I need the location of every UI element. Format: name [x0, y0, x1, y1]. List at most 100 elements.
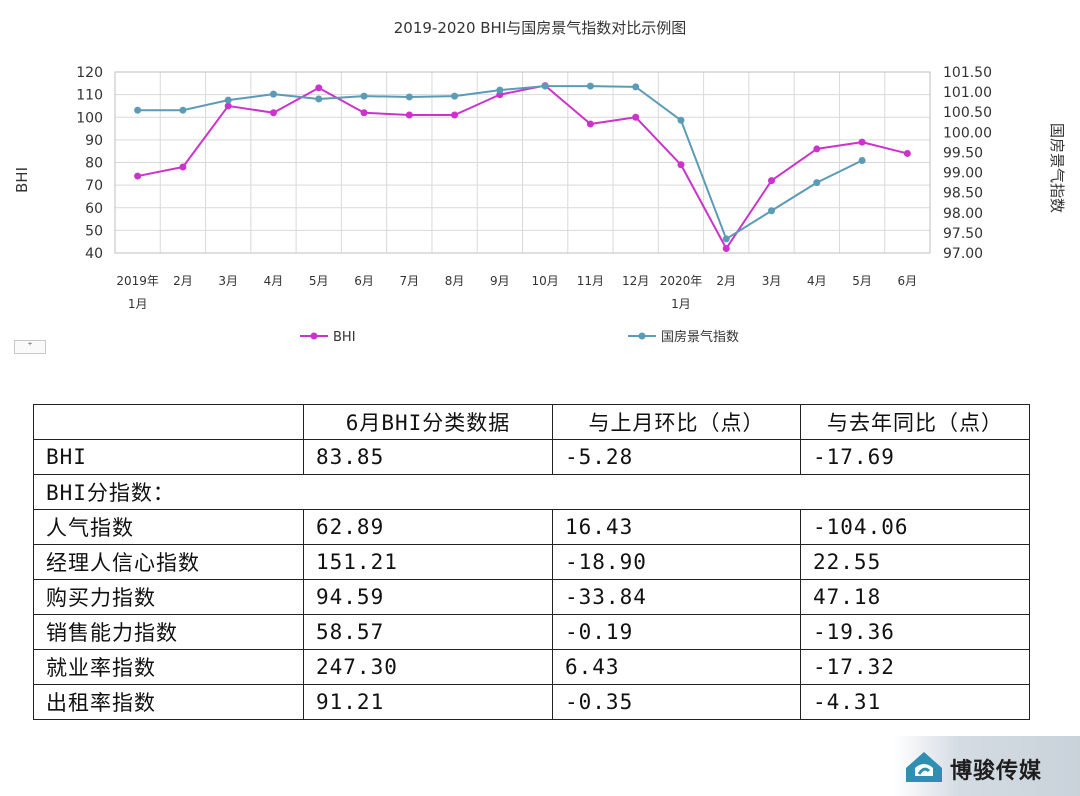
row-label: 出租率指数 — [33, 684, 304, 720]
data-point-bhi — [858, 138, 866, 146]
x-tick-line: 1月 — [128, 297, 148, 311]
x-tick-line: 5月 — [309, 274, 329, 288]
x-tick-line: 8月 — [445, 274, 465, 288]
x-tick-label: 2月 — [173, 274, 193, 288]
table-header-cell: 6月BHI分类数据 — [303, 404, 553, 440]
row-mom: -0.19 — [552, 614, 801, 650]
series-line-bhi — [137, 84, 908, 250]
data-point-bhi — [269, 109, 277, 117]
legend-bhi-marker — [310, 332, 318, 340]
data-point-guofang — [315, 95, 323, 103]
data-point-guofang — [813, 179, 821, 187]
x-tick-line: 2020年 — [660, 274, 703, 288]
section-label: BHI分指数： — [33, 474, 1030, 510]
data-point-guofang — [586, 82, 594, 90]
data-point-guofang — [541, 82, 549, 90]
row-value: 247.30 — [303, 649, 553, 685]
y-tick-label: 80 — [85, 156, 103, 172]
brand-logo-icon — [906, 752, 942, 782]
data-point-bhi — [179, 163, 187, 171]
x-tick-label: 2020年 1月 — [660, 274, 703, 311]
watermark-text: 博骏传媒 — [950, 759, 1043, 784]
row-value: 94.59 — [303, 579, 553, 615]
data-point-bhi — [224, 102, 232, 110]
data-point-guofang — [405, 93, 413, 101]
y2-tick-label: 97.00 — [943, 246, 983, 262]
row-value: 58.57 — [303, 614, 553, 650]
table-header-cell: 与去年同比（点） — [800, 404, 1030, 440]
chart-title: 2019-2020 BHI与国房景气指数对比示例图 — [394, 19, 687, 37]
left-axis-label: BHI — [13, 167, 31, 193]
y2-tick-label: 97.50 — [943, 226, 983, 242]
data-point-guofang — [722, 235, 730, 243]
row-yoy: -17.69 — [800, 439, 1030, 475]
table-row: 销售能力指数 58.57 -0.19 -19.36 — [33, 614, 1030, 650]
row-mom: -5.28 — [552, 439, 801, 475]
row-yoy: 22.55 — [800, 544, 1030, 580]
y-tick-label: 110 — [76, 88, 103, 104]
row-value: 83.85 — [303, 439, 553, 475]
data-point-bhi — [677, 161, 685, 169]
plot-area-frame — [114, 71, 931, 254]
x-tick-label: 9月 — [490, 274, 510, 288]
x-tick-line: 6月 — [898, 274, 918, 288]
data-point-bhi — [360, 109, 368, 117]
x-tick-label: 3月 — [762, 274, 782, 288]
chart-expand-button[interactable]: ⁺ — [14, 340, 46, 354]
data-point-guofang — [677, 116, 685, 124]
data-point-guofang — [496, 86, 504, 94]
y2-tick-label: 100.00 — [943, 125, 992, 141]
left-axis-ticks: 40 50 60 70 80 90 100 110 120 — [76, 65, 103, 262]
y-tick-label: 100 — [76, 110, 103, 126]
x-tick-label: 4月 — [264, 274, 284, 288]
row-label: 人气指数 — [33, 509, 304, 545]
row-value: 151.21 — [303, 544, 553, 580]
table-header-row: 6月BHI分类数据 与上月环比（点） 与去年同比（点） — [33, 404, 1030, 440]
y2-tick-label: 101.00 — [943, 85, 992, 101]
row-label: 经理人信心指数 — [33, 544, 304, 580]
legend-bhi-label: BHI — [333, 330, 356, 345]
y-tick-label: 70 — [85, 178, 103, 194]
row-mom: -0.35 — [552, 684, 801, 720]
table-row: 就业率指数 247.30 6.43 -17.32 — [33, 649, 1030, 685]
x-tick-line: 4月 — [807, 274, 827, 288]
y-tick-label: 60 — [85, 201, 103, 217]
x-tick-label: 8月 — [445, 274, 465, 288]
x-tick-line: 7月 — [399, 274, 419, 288]
table-row: 出租率指数 91.21 -0.35 -4.31 — [33, 684, 1030, 720]
row-value: 91.21 — [303, 684, 553, 720]
data-point-guofang — [858, 156, 866, 164]
data-point-guofang — [179, 106, 187, 114]
data-point-guofang — [768, 207, 776, 215]
y2-tick-label: 98.50 — [943, 186, 983, 202]
x-tick-line: 2月 — [716, 274, 736, 288]
data-point-bhi — [405, 111, 413, 119]
table-header-cell: 与上月环比（点） — [552, 404, 801, 440]
x-tick-label: 11月 — [577, 274, 604, 288]
legend-guofang-marker — [638, 332, 646, 340]
row-mom: -33.84 — [552, 579, 801, 615]
table-row: 人气指数 62.89 16.43 -104.06 — [33, 509, 1030, 545]
table-row: 经理人信心指数 151.21 -18.90 22.55 — [33, 544, 1030, 580]
x-tick-line: 5月 — [852, 274, 872, 288]
data-point-bhi — [813, 145, 821, 153]
y-tick-label: 40 — [85, 246, 103, 262]
y2-tick-label: 99.00 — [943, 166, 983, 182]
x-tick-label: 5月 — [852, 274, 872, 288]
y-tick-label: 50 — [85, 223, 103, 239]
x-tick-label: 10月 — [531, 274, 558, 288]
x-tick-line: 9月 — [490, 274, 510, 288]
row-label: 购买力指数 — [33, 579, 304, 615]
row-mom: 6.43 — [552, 649, 801, 685]
y2-tick-label: 99.50 — [943, 145, 983, 161]
table-section-row: BHI分指数： — [33, 474, 1030, 510]
row-label: BHI — [33, 439, 304, 475]
data-point-bhi — [451, 111, 459, 119]
x-tick-line: 6月 — [354, 274, 374, 288]
data-point-guofang — [360, 92, 368, 100]
row-mom: 16.43 — [552, 509, 801, 545]
series-layer — [134, 82, 911, 252]
x-tick-label: 2019年 1月 — [116, 274, 159, 311]
row-yoy: -19.36 — [800, 614, 1030, 650]
